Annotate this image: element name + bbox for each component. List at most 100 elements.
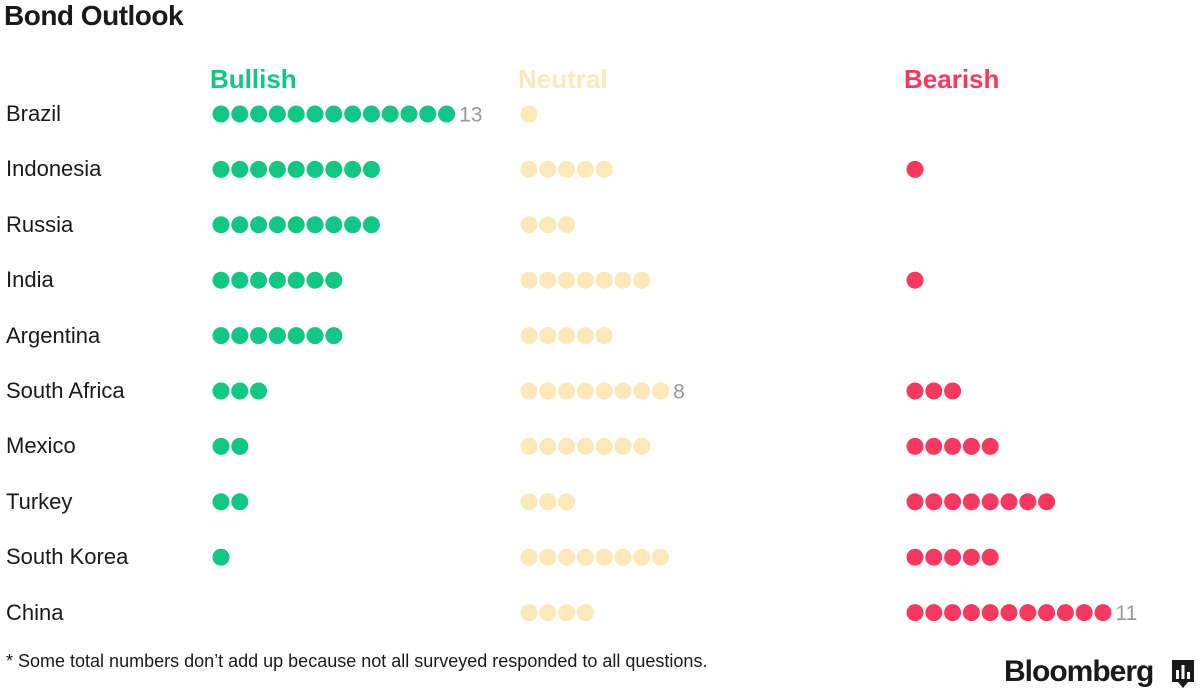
dot-india-neutral-4	[576, 271, 594, 289]
dot-mexico-neutral-6	[614, 437, 632, 455]
dot-south-korea-neutral-3	[558, 548, 576, 566]
dot-brazil-bullish-4	[268, 105, 286, 123]
column-header-bullish: Bullish	[210, 64, 297, 94]
dot-china-neutral-3	[558, 604, 576, 622]
dot-brazil-bullish-5	[287, 105, 305, 123]
column-header-neutral: Neutral	[518, 64, 608, 94]
dot-mexico-neutral-5	[595, 437, 613, 455]
dot-argentina-bullish-7	[325, 327, 343, 345]
dot-argentina-bullish-2	[231, 327, 249, 345]
dot-india-neutral-6	[614, 271, 632, 289]
dot-south-africa-neutral-5	[595, 382, 613, 400]
column-header-bearish: Bearish	[904, 64, 1000, 94]
dot-south-africa-bearish-1	[906, 382, 924, 400]
row-label-china: China	[6, 599, 64, 625]
dot-china-bearish-2	[925, 604, 943, 622]
dot-russia-bullish-5	[287, 216, 305, 234]
dot-south-korea-neutral-1	[520, 548, 538, 566]
dot-argentina-bullish-4	[268, 327, 286, 345]
dot-mexico-bearish-5	[981, 437, 999, 455]
dot-mexico-bullish-2	[231, 437, 249, 455]
dot-mexico-bearish-1	[906, 437, 924, 455]
dot-indonesia-bullish-7	[325, 160, 343, 178]
dot-india-bullish-1	[212, 271, 230, 289]
dot-india-bullish-5	[287, 271, 305, 289]
dot-south-africa-bullish-2	[231, 382, 249, 400]
dot-indonesia-bullish-8	[344, 160, 362, 178]
count-label-china-bearish: 11	[1116, 602, 1138, 625]
dot-mexico-bearish-2	[925, 437, 943, 455]
dot-russia-bullish-3	[250, 216, 268, 234]
dot-india-neutral-3	[558, 271, 576, 289]
dot-brazil-bullish-8	[344, 105, 362, 123]
dot-brazil-neutral-1	[520, 105, 538, 123]
dot-argentina-neutral-5	[595, 327, 613, 345]
dot-russia-bullish-7	[325, 216, 343, 234]
dot-china-neutral-2	[539, 604, 557, 622]
dot-argentina-bullish-3	[250, 327, 268, 345]
row-label-south-africa: South Africa	[6, 378, 125, 403]
dot-argentina-neutral-2	[539, 327, 557, 345]
dot-indonesia-bullish-1	[212, 160, 230, 178]
dot-south-africa-bearish-3	[944, 382, 962, 400]
dot-argentina-neutral-4	[576, 327, 594, 345]
dot-russia-bullish-8	[344, 216, 362, 234]
dot-russia-bullish-1	[212, 216, 230, 234]
dot-india-bullish-7	[325, 271, 343, 289]
dot-brazil-bullish-13	[438, 105, 456, 123]
dot-india-neutral-7	[633, 271, 651, 289]
dot-china-bearish-10	[1075, 604, 1093, 622]
dot-south-africa-neutral-8	[652, 382, 670, 400]
dot-south-africa-neutral-4	[576, 382, 594, 400]
dot-indonesia-bullish-4	[268, 160, 286, 178]
dot-china-bearish-5	[981, 604, 999, 622]
dot-turkey-neutral-2	[539, 493, 557, 511]
dot-india-bullish-3	[250, 271, 268, 289]
dot-argentina-bullish-6	[306, 327, 324, 345]
row-label-indonesia: Indonesia	[6, 156, 102, 182]
dot-indonesia-bullish-3	[250, 160, 268, 178]
dot-south-africa-neutral-6	[614, 382, 632, 400]
dot-mexico-bearish-3	[944, 437, 962, 455]
dot-russia-bullish-6	[306, 216, 324, 234]
dot-china-bearish-8	[1038, 604, 1056, 622]
dot-india-neutral-2	[539, 271, 557, 289]
row-label-mexico: Mexico	[6, 433, 76, 459]
dot-turkey-neutral-1	[520, 493, 538, 511]
dot-south-korea-neutral-6	[614, 548, 632, 566]
dot-turkey-bullish-1	[212, 493, 230, 511]
dot-south-africa-neutral-7	[633, 382, 651, 400]
dot-argentina-bullish-1	[212, 327, 230, 345]
dot-china-bearish-9	[1056, 604, 1074, 622]
dot-south-korea-bearish-4	[962, 548, 980, 566]
dot-indonesia-bullish-9	[362, 160, 380, 178]
dot-indonesia-neutral-4	[576, 160, 594, 178]
dot-turkey-bullish-2	[231, 493, 249, 511]
dot-turkey-bearish-3	[944, 493, 962, 511]
dot-russia-neutral-2	[539, 216, 557, 234]
dot-brazil-bullish-11	[400, 105, 418, 123]
bloomberg-logo: Bloomberg	[1004, 655, 1154, 688]
dot-brazil-bullish-12	[419, 105, 437, 123]
dot-south-africa-bullish-3	[250, 382, 268, 400]
dot-south-africa-neutral-1	[520, 382, 538, 400]
dot-india-bearish-1	[906, 271, 924, 289]
dot-russia-bullish-9	[362, 216, 380, 234]
dot-south-africa-bullish-1	[212, 382, 230, 400]
dot-south-korea-bullish-1	[212, 548, 230, 566]
dot-south-korea-bearish-5	[981, 548, 999, 566]
chart-title: Bond Outlook	[4, 0, 184, 31]
dot-south-korea-bearish-1	[906, 548, 924, 566]
dot-south-korea-neutral-4	[576, 548, 594, 566]
row-label-brazil: Brazil	[6, 101, 62, 126]
dot-south-africa-bearish-2	[925, 382, 943, 400]
dot-china-bearish-4	[962, 604, 980, 622]
dot-india-bullish-4	[268, 271, 286, 289]
dot-china-bearish-1	[906, 604, 924, 622]
dot-mexico-neutral-2	[539, 437, 557, 455]
dot-indonesia-neutral-5	[595, 160, 613, 178]
dot-south-korea-neutral-5	[595, 548, 613, 566]
count-label-brazil-bullish: 13	[459, 104, 482, 127]
dot-indonesia-neutral-2	[539, 160, 557, 178]
dot-brazil-bullish-1	[212, 105, 230, 123]
